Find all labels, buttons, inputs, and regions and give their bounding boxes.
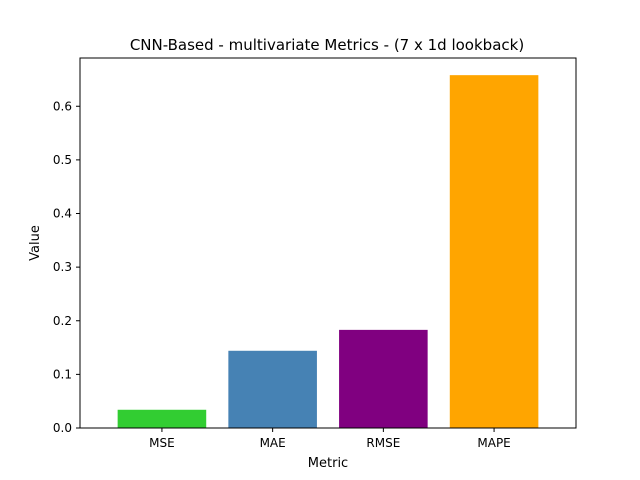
y-tick-label: 0.5 bbox=[53, 153, 72, 167]
y-axis-label: Value bbox=[28, 225, 43, 261]
y-tick-label: 0.1 bbox=[53, 367, 72, 381]
x-tick-label: RMSE bbox=[366, 436, 400, 450]
y-tick-label: 0.3 bbox=[53, 260, 72, 274]
bars-layer bbox=[117, 75, 539, 428]
x-tick-label: MSE bbox=[149, 436, 175, 450]
x-tick-label: MAE bbox=[260, 436, 286, 450]
bar-mae bbox=[228, 350, 317, 428]
plot-frame bbox=[79, 57, 577, 429]
bar-rmse bbox=[339, 329, 428, 428]
bar-mse bbox=[117, 409, 207, 428]
x-axis-label: Metric bbox=[308, 456, 348, 471]
bar-mape bbox=[449, 75, 539, 428]
y-tick-label: 0.4 bbox=[53, 207, 72, 221]
chart-title: CNN-Based - multivariate Metrics - (7 x … bbox=[130, 36, 524, 54]
x-tick-label: MAPE bbox=[477, 436, 510, 450]
y-tick-label: 0.6 bbox=[53, 99, 72, 113]
y-tick-label: 0.0 bbox=[53, 421, 72, 435]
y-ticks: 0.0 0.1 0.2 0.3 0.4 0.5 0.6 bbox=[53, 99, 80, 435]
y-tick-label: 0.2 bbox=[53, 314, 72, 328]
x-ticks: MSE MAE RMSE MAPE bbox=[149, 428, 511, 450]
